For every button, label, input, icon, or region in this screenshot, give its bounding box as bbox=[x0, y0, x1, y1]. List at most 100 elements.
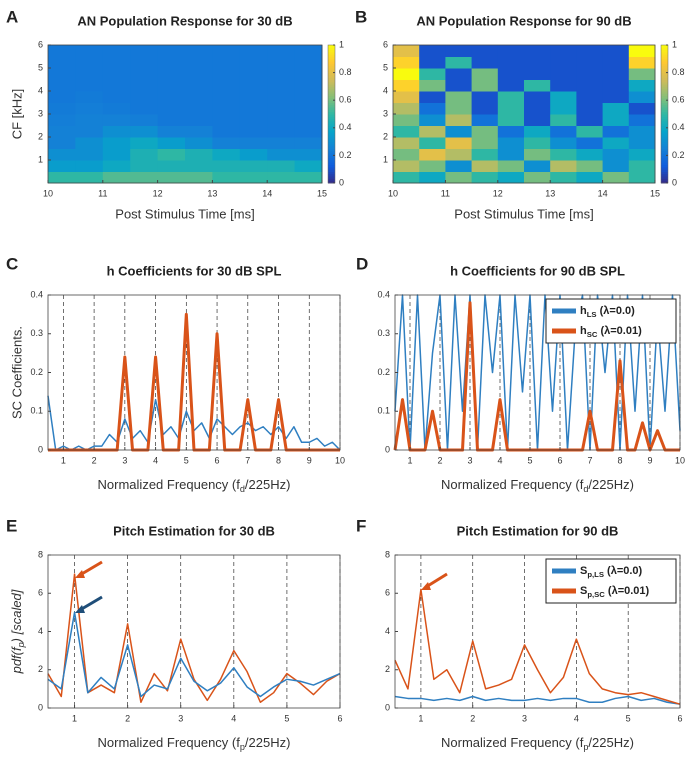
x-tick-label: 1 bbox=[418, 713, 423, 723]
colorbar-swatch bbox=[661, 104, 668, 108]
heatmap-cell bbox=[393, 102, 420, 115]
x-tick-label: 4 bbox=[231, 713, 236, 723]
heatmap-cell bbox=[212, 102, 241, 115]
heatmap-cell bbox=[48, 171, 76, 184]
x-tick-label: 8 bbox=[617, 455, 622, 465]
colorbar-swatch bbox=[328, 180, 335, 184]
heatmap-cell bbox=[185, 102, 213, 115]
colorbar-swatch bbox=[661, 61, 668, 64]
colorbar-swatch bbox=[661, 118, 668, 122]
heatmap-cell bbox=[75, 91, 104, 103]
colorbar-swatch bbox=[328, 47, 335, 51]
heatmap-cell bbox=[130, 91, 159, 103]
colorbar-swatch bbox=[661, 70, 668, 74]
heatmap-cell bbox=[267, 137, 296, 149]
x-tick-label: 2 bbox=[92, 455, 97, 465]
legend-label-part: SC bbox=[587, 330, 598, 339]
heatmap-cell bbox=[267, 102, 296, 115]
colorbar-swatch bbox=[661, 102, 668, 106]
heatmap-cell bbox=[445, 68, 473, 80]
heatmap-cell bbox=[102, 68, 131, 80]
y-tick-label: 0.1 bbox=[30, 406, 43, 416]
heatmap-cell bbox=[212, 137, 241, 149]
colorbar-swatch bbox=[328, 137, 335, 140]
x-axis-label-part: Normalized Frequency (f bbox=[441, 477, 584, 492]
panel-letter: A bbox=[6, 7, 18, 26]
heatmap-cell bbox=[294, 114, 323, 126]
legend-box bbox=[545, 558, 677, 604]
colorbar-swatch bbox=[328, 130, 335, 133]
heatmap-cell bbox=[602, 160, 630, 172]
colorbar-swatch bbox=[661, 56, 668, 60]
colorbar-swatch bbox=[661, 150, 668, 154]
heatmap-cell bbox=[157, 171, 186, 184]
heatmap-cell bbox=[75, 160, 104, 172]
heatmap-cell bbox=[524, 68, 551, 80]
heatmap-cell bbox=[157, 45, 186, 57]
panel-letter: F bbox=[356, 516, 366, 535]
x-tick-label: 11 bbox=[98, 188, 107, 198]
heatmap-cell bbox=[576, 125, 604, 138]
colorbar-frame bbox=[660, 44, 669, 184]
heatmap-cell bbox=[497, 125, 525, 138]
y-tick-label: 0.3 bbox=[377, 328, 390, 338]
heatmap-cell bbox=[550, 68, 577, 80]
heatmap-cell bbox=[419, 125, 446, 138]
y-axis-label: CF [kHz] bbox=[9, 89, 24, 140]
x-tick-label: 10 bbox=[388, 188, 398, 198]
colorbar-tick-label: 0.4 bbox=[339, 122, 352, 132]
x-axis-label: Normalized Frequency (fp/225Hz) bbox=[98, 735, 291, 752]
heatmap-cell bbox=[628, 160, 656, 172]
heatmap-cell bbox=[48, 91, 76, 103]
heatmap-cell bbox=[157, 125, 186, 138]
heatmap-cell bbox=[102, 56, 131, 69]
colorbar-swatch bbox=[328, 166, 335, 170]
colorbar-tick-label: 0.2 bbox=[672, 150, 685, 160]
heatmap-cell bbox=[48, 102, 76, 115]
y-tick-label: 4 bbox=[38, 626, 43, 636]
heatmap-cell bbox=[48, 68, 76, 80]
heatmap-cell bbox=[497, 148, 525, 161]
heatmap-cell bbox=[185, 79, 213, 92]
colorbar-swatch bbox=[328, 164, 335, 168]
heatmap-cell bbox=[419, 56, 446, 69]
colorbar-tick-label: 0.6 bbox=[339, 95, 352, 105]
heatmap-cell bbox=[185, 125, 213, 138]
heatmap-cell bbox=[75, 56, 104, 69]
heatmap-cell bbox=[419, 91, 446, 103]
heatmap-cell bbox=[445, 45, 473, 57]
heatmap-cell bbox=[628, 56, 656, 69]
heatmap-cell bbox=[267, 79, 296, 92]
legend-label-part: (λ=0.0) bbox=[597, 305, 636, 317]
y-tick-label: 0.4 bbox=[377, 289, 390, 299]
colorbar-swatch bbox=[328, 157, 335, 161]
panel-letter: D bbox=[356, 254, 368, 273]
heatmap-cell bbox=[102, 102, 131, 115]
y-tick-label: 8 bbox=[38, 549, 43, 559]
heatmap-cell bbox=[267, 148, 296, 161]
x-axis-label-part: Normalized Frequency (f bbox=[98, 735, 241, 750]
x-tick-label: 7 bbox=[587, 455, 592, 465]
heatmap-cell bbox=[157, 137, 186, 149]
y-tick-label: 2 bbox=[383, 131, 388, 141]
colorbar-swatch bbox=[661, 176, 668, 179]
colorbar-swatch bbox=[328, 63, 335, 67]
legend-label: Sp,LS (λ=0.0) bbox=[580, 565, 643, 579]
heatmap-cell bbox=[130, 79, 159, 92]
heatmap-cell bbox=[294, 79, 323, 92]
heatmap-cell bbox=[75, 171, 104, 184]
colorbar-swatch bbox=[328, 72, 335, 76]
heatmap-cell bbox=[239, 148, 268, 161]
heatmap-cell bbox=[393, 91, 420, 103]
heatmap-cell bbox=[75, 137, 104, 149]
heatmap-cell bbox=[102, 137, 131, 149]
y-tick-label: 4 bbox=[385, 626, 390, 636]
colorbar-swatch bbox=[328, 49, 335, 53]
colorbar-swatch bbox=[661, 88, 668, 92]
colorbar-swatch bbox=[661, 160, 668, 163]
x-axis-label-part: p bbox=[583, 742, 588, 752]
x-tick-label: 4 bbox=[574, 713, 579, 723]
y-tick-label: 1 bbox=[38, 154, 43, 164]
heatmap-cell bbox=[497, 102, 525, 115]
heatmap-cell bbox=[185, 137, 213, 149]
